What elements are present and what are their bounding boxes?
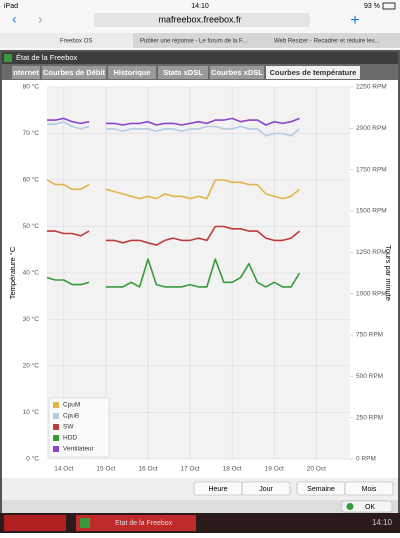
y-tick-label: 80 °C — [23, 83, 40, 91]
tab[interactable]: Freebox OS — [60, 39, 92, 45]
window-tab-label: Courbes de température — [270, 68, 357, 77]
legend-swatch — [53, 446, 59, 452]
window-icon — [4, 54, 12, 62]
url-field[interactable] — [94, 13, 310, 27]
legend-swatch — [53, 402, 59, 408]
ok-icon — [346, 503, 354, 510]
y-tick-label: 20 °C — [23, 362, 40, 370]
legend-label: CpuM — [63, 402, 80, 409]
new-tab[interactable]: + — [350, 12, 359, 29]
window-tab[interactable] — [158, 66, 208, 79]
y-tick-label: 30 °C — [23, 315, 40, 323]
legend-swatch — [53, 424, 59, 430]
window-tab-label: Historique — [113, 68, 150, 77]
ok-bar — [2, 500, 398, 513]
window-tab[interactable] — [108, 66, 156, 79]
range-button[interactable] — [241, 481, 291, 496]
y-tick-label: 70 °C — [23, 129, 40, 137]
y-tick-label: 40 °C — [23, 269, 40, 277]
y-axis-title: Température °C — [8, 246, 17, 299]
window-tab[interactable] — [266, 66, 360, 79]
y2-tick-label: 0 RPM — [356, 456, 376, 463]
battery-icon — [382, 2, 396, 10]
task-icon — [80, 518, 90, 528]
y-tick-label: 60 °C — [23, 176, 40, 184]
x-tick-label: 15 Oct — [96, 466, 115, 473]
window-title: État de la Freebox — [16, 53, 78, 62]
y2-tick-label: 750 RPM — [356, 332, 383, 339]
y2-tick-label: 1250 RPM — [356, 249, 387, 256]
series-line — [47, 225, 301, 246]
x-tick-label: 16 Oct — [138, 466, 157, 473]
battery: 93 % — [364, 3, 380, 10]
device: iPad — [4, 3, 18, 10]
range-button-label[interactable]: Heure — [208, 486, 227, 493]
range-button[interactable] — [344, 481, 394, 496]
series-line — [47, 117, 300, 126]
window-tab-label: Courbes xDSL — [211, 68, 263, 77]
forward[interactable]: › — [38, 11, 43, 27]
y2-tick-label: 1500 RPM — [356, 208, 387, 215]
y2-tick-label: 1000 RPM — [356, 290, 387, 297]
series-line — [47, 121, 301, 137]
x-tick-label: 14 Oct — [54, 466, 73, 473]
legend-swatch — [53, 435, 59, 441]
range-button-label[interactable]: Jour — [259, 486, 273, 493]
y-tick-label: 10 °C — [23, 408, 40, 416]
window-tab[interactable] — [12, 66, 40, 79]
window-tab-label: Courbes de Débit — [43, 68, 106, 77]
window-titlebar — [2, 52, 398, 64]
tab[interactable]: Publier une réponse - Le forum de la F..… — [140, 39, 247, 45]
x-tick-label: 17 Oct — [181, 466, 200, 473]
y2-axis-title: Tours par minute — [384, 245, 393, 301]
back[interactable]: ‹ — [12, 11, 17, 27]
active-tab[interactable] — [0, 33, 133, 48]
task-label: Etat de la Freebox — [115, 520, 173, 527]
legend-label: SW — [63, 424, 74, 431]
clock: 14:10 — [191, 3, 209, 10]
y2-tick-label: 2250 RPM — [356, 84, 387, 91]
series-line — [46, 258, 301, 288]
y2-tick-label: 1750 RPM — [356, 166, 387, 173]
y2-tick-label: 500 RPM — [356, 373, 383, 380]
y2-tick-label: 250 RPM — [356, 414, 383, 421]
logo — [4, 515, 66, 531]
x-tick-label: 18 Oct — [223, 466, 242, 473]
window-tab[interactable] — [210, 66, 264, 79]
legend-label: CpuB — [63, 413, 79, 420]
ok-button[interactable] — [341, 500, 393, 513]
y-tick-label: 0 °C — [26, 455, 39, 463]
x-tick-label: 20 Oct — [307, 466, 326, 473]
legend-label: HDD — [63, 435, 77, 442]
ok-label[interactable]: OK — [365, 504, 375, 511]
tab[interactable]: Web Resizer - Recadrer et réduire les... — [274, 39, 380, 45]
window-tab[interactable] — [42, 66, 106, 79]
task-clock: 14:10 — [372, 518, 393, 527]
legend-label: Ventilateur — [63, 446, 95, 453]
y2-tick-label: 2000 RPM — [356, 125, 387, 132]
series-line — [46, 179, 301, 200]
window-tab-label: Stats xDSL — [163, 68, 203, 77]
window-tab-label: nternet — [13, 68, 39, 77]
legend-swatch — [53, 413, 59, 419]
task-item[interactable] — [76, 515, 196, 531]
url: mafreebox.freebox.fr — [158, 14, 241, 24]
range-button-label[interactable]: Semaine — [307, 486, 335, 493]
y-tick-label: 50 °C — [23, 222, 40, 230]
x-tick-label: 19 Oct — [265, 466, 284, 473]
range-button-label[interactable]: Mois — [362, 486, 377, 493]
